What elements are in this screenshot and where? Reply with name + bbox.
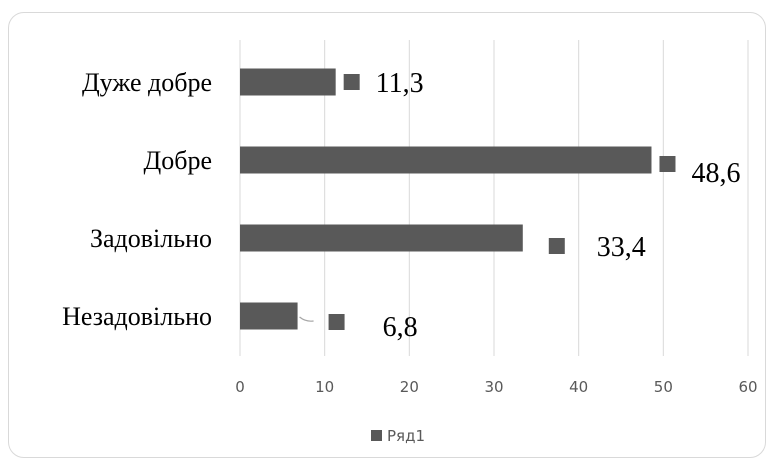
category-label-0: Дуже добре: [82, 68, 212, 97]
data-label-0: 11,3: [376, 68, 424, 99]
data-label-3: 6,8: [383, 312, 418, 343]
x-tick-label-40: 40: [569, 378, 588, 396]
data-label-1: 48,6: [691, 158, 740, 189]
bar-1: [240, 146, 652, 174]
bar-3: [240, 302, 298, 330]
x-tick-label-20: 20: [400, 378, 419, 396]
bar-2: [240, 224, 523, 252]
category-label-3: Незадовільно: [62, 302, 212, 331]
legend-label: Ряд1: [387, 427, 425, 445]
data-label-leader-3: [299, 316, 314, 322]
category-label-2: Задовільно: [90, 224, 212, 253]
x-tick-label-0: 0: [235, 378, 245, 396]
data-label-marker-0: [343, 74, 360, 90]
data-label-marker-1: [659, 156, 676, 172]
data-label-marker-3: [328, 314, 345, 330]
x-tick-label-60: 60: [738, 378, 757, 396]
bar-0: [240, 68, 336, 96]
category-label-1: Добре: [143, 146, 212, 175]
x-tick-label-10: 10: [315, 378, 334, 396]
x-tick-label-30: 30: [484, 378, 503, 396]
data-label-marker-2: [548, 238, 565, 254]
x-tick-label-50: 50: [654, 378, 673, 396]
legend-swatch: [371, 430, 382, 441]
data-label-2: 33,4: [597, 232, 646, 263]
